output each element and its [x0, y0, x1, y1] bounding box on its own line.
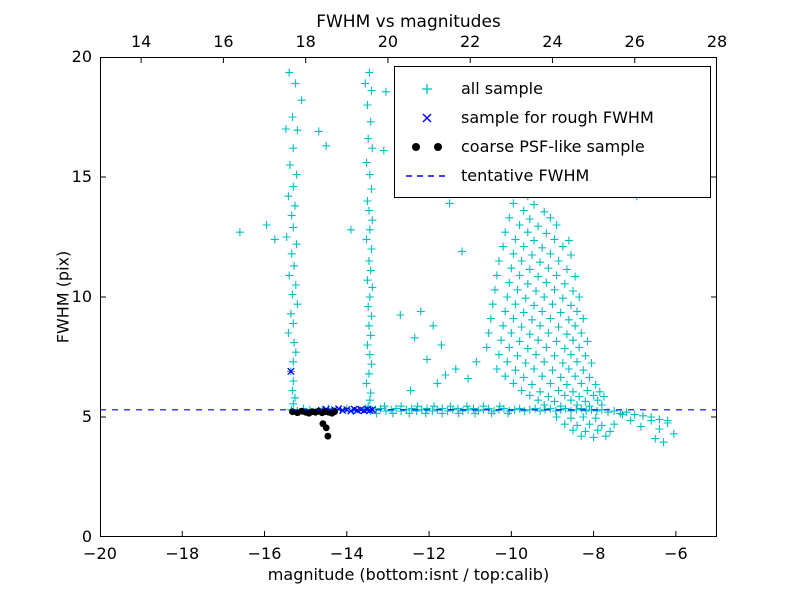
x-tick-label-top: 22: [460, 32, 481, 51]
x-tick-label-top: 14: [130, 32, 152, 51]
legend-label: tentative FWHM: [461, 166, 590, 185]
x-tick-label-bottom: −6: [664, 544, 688, 563]
legend-label: all sample: [461, 79, 543, 98]
x-tick-label-top: 24: [542, 32, 563, 51]
legend-label: coarse PSF-like sample: [461, 137, 645, 156]
x-tick-label-bottom: −8: [581, 544, 606, 563]
x-axis-label: magnitude (bottom:isnt / top:calib): [267, 565, 550, 584]
x-tick-label-bottom: −10: [494, 544, 529, 563]
legend-item: tentative FWHM: [401, 161, 706, 190]
y-tick-label: 10: [71, 287, 92, 306]
x-tick-label-top: 28: [706, 32, 728, 51]
x-tick-label-top: 18: [295, 32, 316, 51]
x-marker-icon: [401, 107, 453, 129]
chart-title: FWHM vs magnitudes: [316, 12, 501, 32]
plus-marker-icon: [401, 78, 453, 100]
y-tick-label: 20: [71, 47, 92, 66]
x-tick-label-top: 20: [377, 32, 399, 51]
y-tick-label: 15: [71, 167, 92, 186]
legend-item: coarse PSF-like sample: [401, 132, 706, 161]
x-tick-label-bottom: −14: [329, 544, 364, 563]
x-tick-label-top: 26: [624, 32, 645, 51]
x-tick-label-bottom: −16: [247, 544, 282, 563]
y-tick-label: 5: [81, 407, 92, 426]
legend-label: sample for rough FWHM: [461, 108, 654, 127]
x-tick-label-top: 16: [213, 32, 234, 51]
legend-item: sample for rough FWHM: [401, 103, 706, 132]
legend: all sample sample for rough FWHM coarse PS…: [394, 66, 711, 198]
plot-svg: [100, 57, 717, 537]
x-tick-label-bottom: −18: [165, 544, 200, 563]
circle-marker-icon: [401, 136, 453, 158]
legend-item: all sample: [401, 74, 706, 103]
x-tick-label-bottom: −12: [412, 544, 446, 563]
dashed-line-icon: [401, 165, 453, 187]
y-tick-label: 0: [81, 527, 92, 546]
x-tick-label-bottom: −20: [83, 544, 117, 563]
